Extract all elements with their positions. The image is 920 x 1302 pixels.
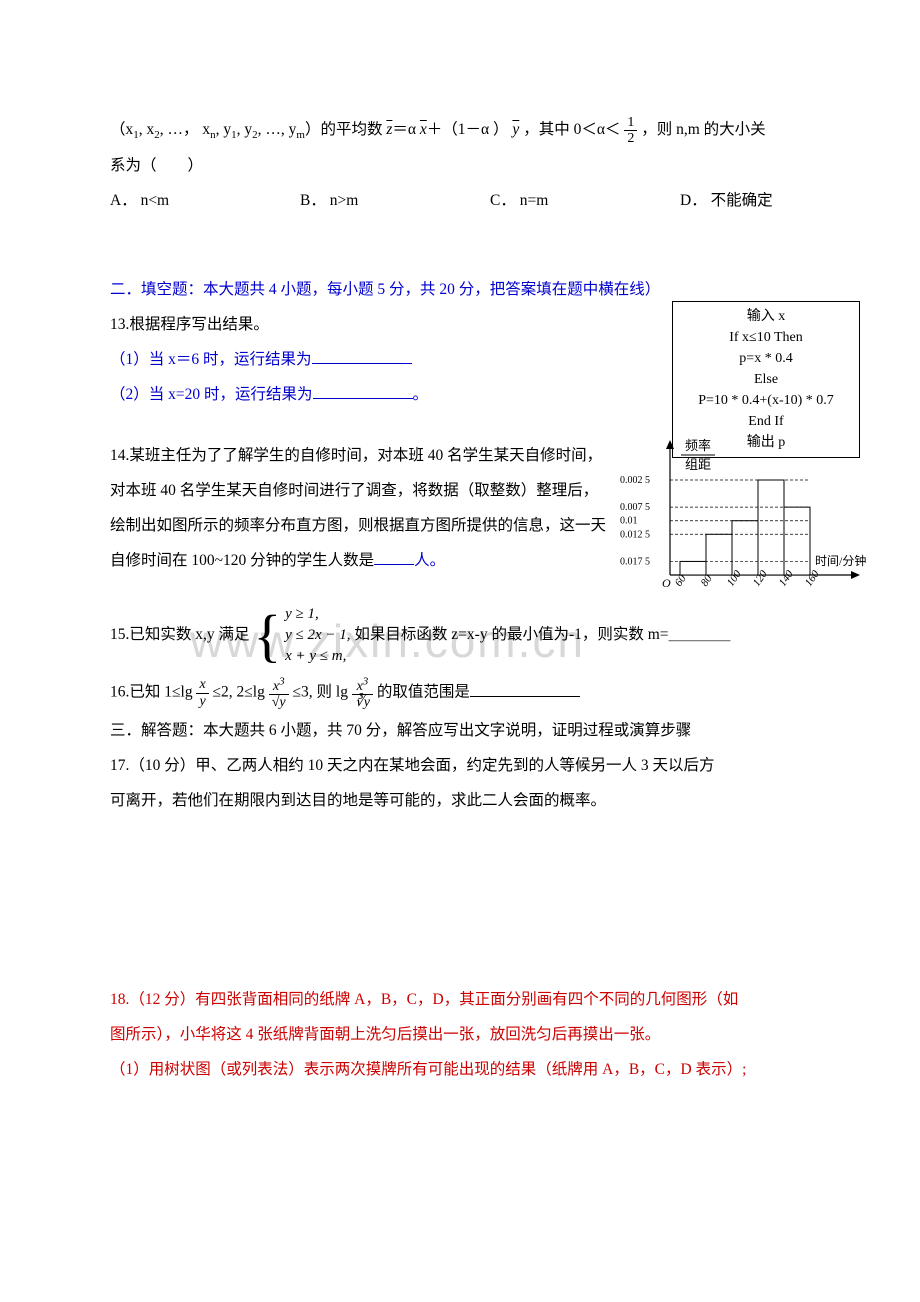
q12-opt-d: D． 不能确定 [680,185,870,216]
code-l5: P=10 * 0.4+(x-10) * 0.7 [681,390,851,411]
section3-title: 三．解答题：本大题共 6 小题，共 70 分，解答应写出文字说明，证明过程或演算… [110,715,870,746]
svg-text:0.017 5: 0.017 5 [620,557,650,568]
svg-text:0.002 5: 0.002 5 [620,475,650,486]
code-l1: 输入 x [681,306,851,327]
svg-text:频率: 频率 [685,438,711,453]
q14-l4: 自修时间在 100~120 分钟的学生人数是人。 [110,545,640,576]
code-l4: Else [681,369,851,390]
q17-l2: 可离开，若他们在期限内到达目的地是等可能的，求此二人会面的概率。 [110,785,870,816]
q18-l3: （1）用树状图（或列表法）表示两次摸牌所有可能出现的结果（纸牌用 A，B，C，D… [110,1054,870,1085]
q17-l1: 17.（10 分）甲、乙两人相约 10 天之内在某地会面，约定先到的人等候另一人… [110,750,870,781]
code-l3: p=x * 0.4 [681,348,851,369]
q12-line1: （x1, x2, …， xn, y1, y2, …, ym）的平均数 z＝α x… [110,114,870,146]
svg-text:0.007 5: 0.007 5 [620,502,650,513]
q14-l1: 14.某班主任为了了解学生的自修时间，对本班 40 名学生某天自修时间， [110,440,640,471]
svg-text:0.01: 0.01 [620,516,638,527]
q18-l1: 18.（12 分）有四张背面相同的纸牌 A，B，C，D，其正面分别画有四个不同的… [110,984,870,1015]
q18-l2: 图所示），小华将这 4 张纸牌背面朝上洗匀后摸出一张，放回洗匀后再摸出一张。 [110,1019,870,1050]
q12-opt-a: A． n<m [110,185,300,216]
q12-line2: 系为（ ） [110,150,870,181]
q12-opt-b: B． n>m [300,185,490,216]
q14-l3: 绘制出如图所示的频率分布直方图，则根据直方图所提供的信息，这一天 [110,510,640,541]
q12-opt-c: C． n=m [490,185,680,216]
svg-text:组距: 组距 [685,457,711,472]
histogram-chart: 频率 组距 0.017 50.012 50.010.007 50.002 5 6… [615,435,870,621]
q12-options: A． n<m B． n>m C． n=m D． 不能确定 [110,185,870,216]
code-l2: If x≤10 Then [681,327,851,348]
q14-l2: 对本班 40 名学生某天自修时间进行了调查，将数据（取整数）整理后， [110,475,640,506]
code-l6: End If [681,411,851,432]
svg-text:0.012 5: 0.012 5 [620,530,650,541]
svg-text:O: O [662,576,671,590]
q16: 16.已知 1≤lg xy ≤2, 2≤lg x3√y ≤3, 则 lg x3∛… [110,675,870,710]
svg-text:时间/分钟: 时间/分钟 [815,553,866,568]
